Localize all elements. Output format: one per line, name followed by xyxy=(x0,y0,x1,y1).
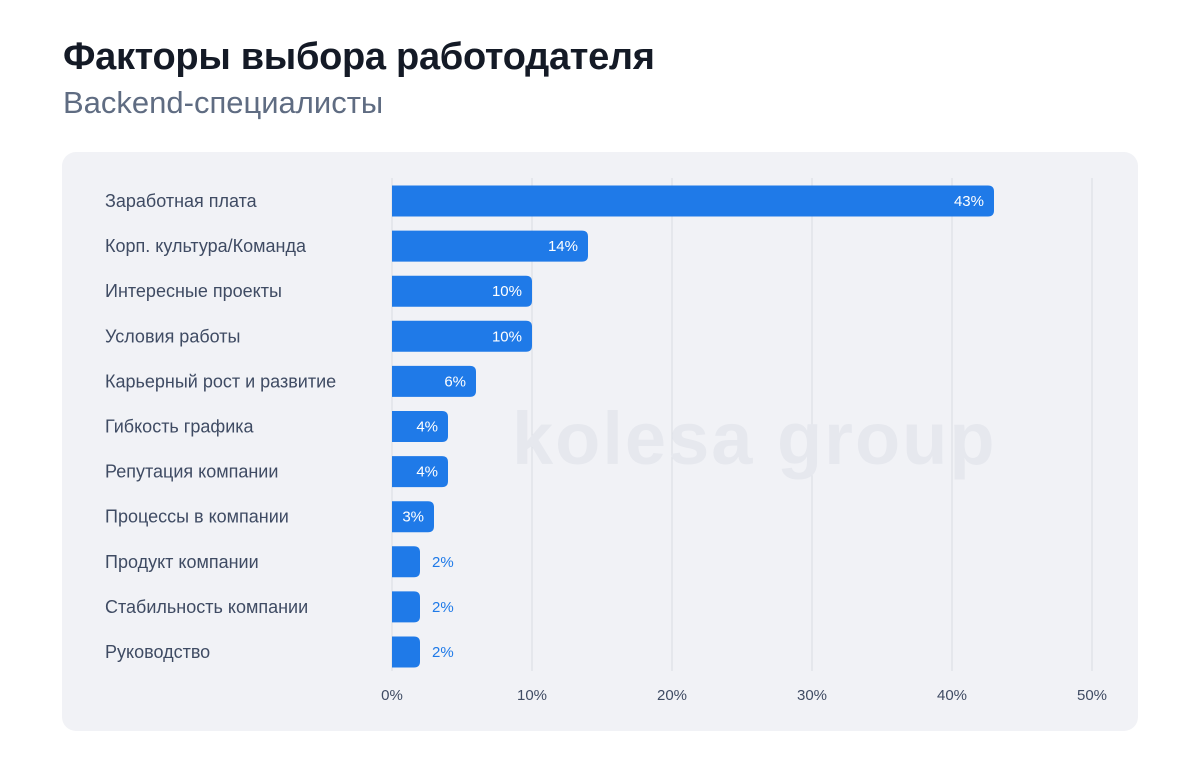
category-labels: Заработная плата Корп. культура/Команда Ин… xyxy=(105,191,336,662)
bar xyxy=(392,501,434,533)
category-label: Гибкость графика xyxy=(105,417,255,437)
bars: 43% 14% 10% 10% 6% 4% 4% 3% 2% 2% 2% xyxy=(392,185,994,668)
x-tick-label: 40% xyxy=(937,687,967,704)
category-label: Интересные проекты xyxy=(105,281,282,301)
bar-value-label: 6% xyxy=(444,373,466,390)
category-label: Условия работы xyxy=(105,326,240,346)
x-axis-ticks: 0% 10% 20% 30% 40% 50% xyxy=(381,687,1107,704)
bar xyxy=(392,591,420,623)
bar xyxy=(392,411,448,442)
bar-value-label: 2% xyxy=(432,599,454,616)
bar-value-label: 4% xyxy=(416,464,438,481)
bar xyxy=(392,636,420,668)
bar-value-label: 14% xyxy=(548,238,578,255)
bar-value-label: 10% xyxy=(492,283,522,300)
category-label: Корп. культура/Команда xyxy=(105,236,307,256)
category-label: Процессы в компании xyxy=(105,507,289,527)
x-tick-label: 20% xyxy=(657,687,687,704)
bar xyxy=(392,185,994,217)
bar xyxy=(392,320,532,352)
category-label: Продукт компании xyxy=(105,552,259,572)
x-tick-label: 0% xyxy=(381,687,403,704)
bar xyxy=(392,230,588,262)
bar-value-label: 43% xyxy=(954,193,984,210)
bar-chart: kolesa group 43%14%10%10%6%4%4%3%2%2%2% … xyxy=(105,178,1107,704)
bar-value-label: 2% xyxy=(432,644,454,661)
watermark: kolesa group xyxy=(512,397,997,480)
bar-value-label: 10% xyxy=(492,328,522,345)
category-label: Стабильность компании xyxy=(105,597,308,617)
x-tick-label: 50% xyxy=(1077,687,1107,704)
x-tick-label: 30% xyxy=(797,687,827,704)
bar-value-label: 3% xyxy=(402,509,424,526)
bar xyxy=(392,546,420,578)
category-label: Карьерный рост и развитие xyxy=(105,371,336,391)
bar xyxy=(392,275,532,307)
bar xyxy=(392,456,448,488)
category-label: Руководство xyxy=(105,642,210,662)
chart-subtitle: Backend-специалисты xyxy=(63,85,384,120)
bar xyxy=(392,365,476,397)
bar-value-label: 2% xyxy=(432,554,454,571)
x-tick-label: 10% xyxy=(517,687,547,704)
category-label: Заработная плата xyxy=(105,191,258,211)
category-label: Репутация компании xyxy=(105,462,278,482)
chart-title: Факторы выбора работодателя xyxy=(63,36,655,78)
bar-value-label: 4% xyxy=(416,419,438,436)
chart-panel: kolesa group 43% 14% 10% 10% 6% 4% 4% 3% 2% 2% 2% … xyxy=(62,152,1138,731)
